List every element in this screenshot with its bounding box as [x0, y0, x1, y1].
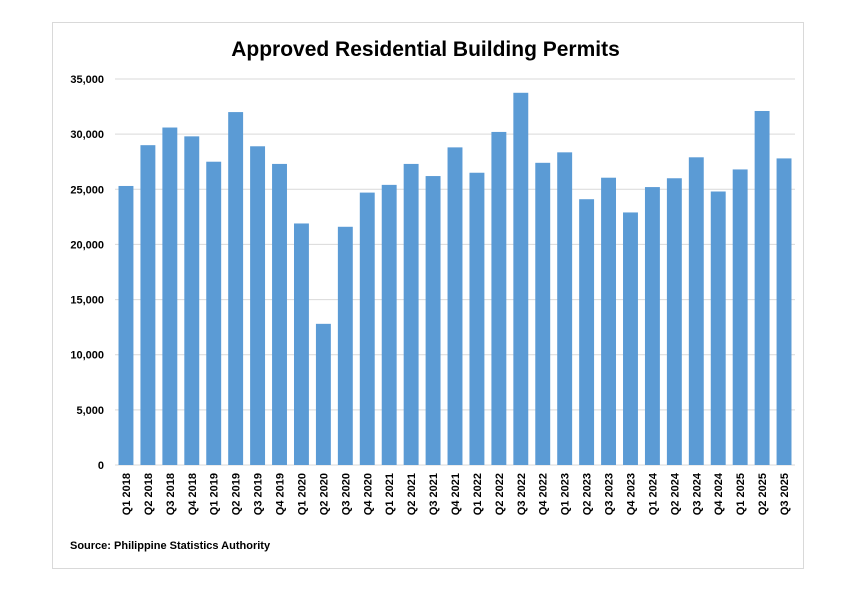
- bar: [754, 110, 770, 466]
- bar: [359, 192, 375, 465]
- bar: [710, 191, 726, 465]
- y-tick-label: 35,000: [70, 74, 104, 86]
- x-tick-label: Q1 2023: [560, 473, 572, 515]
- x-tick-label: Q1 2018: [121, 473, 133, 515]
- bar: [184, 136, 200, 465]
- y-tick-label: 20,000: [70, 239, 104, 251]
- bar: [315, 323, 331, 465]
- bar: [601, 177, 617, 465]
- x-tick-label: Q4 2021: [450, 473, 462, 515]
- x-tick-label: Q2 2022: [494, 473, 506, 515]
- y-tick-label: 5,000: [76, 405, 104, 417]
- bar: [337, 226, 353, 465]
- bar: [513, 92, 529, 466]
- x-tick-label: Q1 2024: [647, 472, 659, 515]
- bar: [228, 112, 244, 465]
- bar: [776, 158, 792, 466]
- bar: [293, 223, 309, 465]
- bar: [118, 185, 134, 465]
- x-tick-label: Q4 2018: [187, 473, 199, 515]
- x-tick-label: Q4 2020: [362, 473, 374, 515]
- x-tick-label: Q2 2019: [231, 473, 243, 515]
- bar: [250, 146, 266, 465]
- bar: [491, 131, 507, 466]
- bar: [688, 157, 704, 465]
- bar: [447, 147, 463, 465]
- x-tick-label: Q3 2021: [428, 473, 440, 515]
- x-tick-label: Q3 2020: [340, 473, 352, 515]
- x-tick-label: Q4 2024: [713, 472, 725, 515]
- x-tick-label: Q2 2025: [757, 473, 769, 515]
- x-tick-label: Q4 2022: [538, 473, 550, 515]
- x-tick-label: Q2 2023: [582, 473, 594, 515]
- bar: [272, 163, 287, 466]
- chart-title: Approved Residential Building Permits: [231, 38, 620, 61]
- x-tick-label: Q1 2019: [209, 473, 221, 515]
- bar: [206, 161, 222, 465]
- x-tick-label: Q3 2019: [253, 473, 265, 515]
- bar: [381, 184, 397, 466]
- x-tick-label: Q2 2020: [318, 473, 330, 515]
- y-tick-label: 0: [98, 460, 104, 472]
- x-tick-label: Q2 2024: [669, 472, 681, 515]
- bar: [579, 199, 595, 465]
- bar: [535, 162, 551, 465]
- bar: [140, 145, 156, 465]
- x-tick-label: Q2 2021: [406, 473, 418, 515]
- y-tick-label: 10,000: [70, 350, 104, 362]
- bar: [469, 172, 485, 465]
- x-tick-label: Q4 2023: [625, 473, 637, 515]
- y-tick-label: 25,000: [70, 184, 104, 196]
- bar: [162, 127, 178, 466]
- x-tick-label: Q1 2022: [472, 473, 484, 515]
- bar: [623, 212, 638, 465]
- bar: [425, 176, 441, 465]
- bar: [403, 163, 419, 466]
- x-tick-label: Q2 2018: [143, 473, 155, 515]
- x-tick-label: Q3 2023: [604, 473, 616, 515]
- bar: [557, 152, 573, 465]
- x-tick-label: Q3 2024: [691, 472, 703, 515]
- bar: [666, 178, 682, 465]
- x-tick-label: Q1 2021: [384, 473, 396, 515]
- x-tick-label: Q1 2020: [296, 473, 308, 515]
- bar: [732, 169, 748, 466]
- y-tick-label: 30,000: [70, 129, 104, 141]
- bar: [644, 187, 660, 465]
- x-tick-label: Q3 2025: [779, 473, 791, 515]
- x-tick-label: Q1 2025: [735, 473, 747, 515]
- y-tick-label: 15,000: [70, 295, 104, 307]
- x-tick-label: Q4 2019: [275, 473, 287, 515]
- source-note: Source: Philippine Statistics Authority: [70, 540, 271, 552]
- x-tick-label: Q3 2018: [165, 473, 177, 515]
- x-tick-label: Q3 2022: [516, 473, 528, 515]
